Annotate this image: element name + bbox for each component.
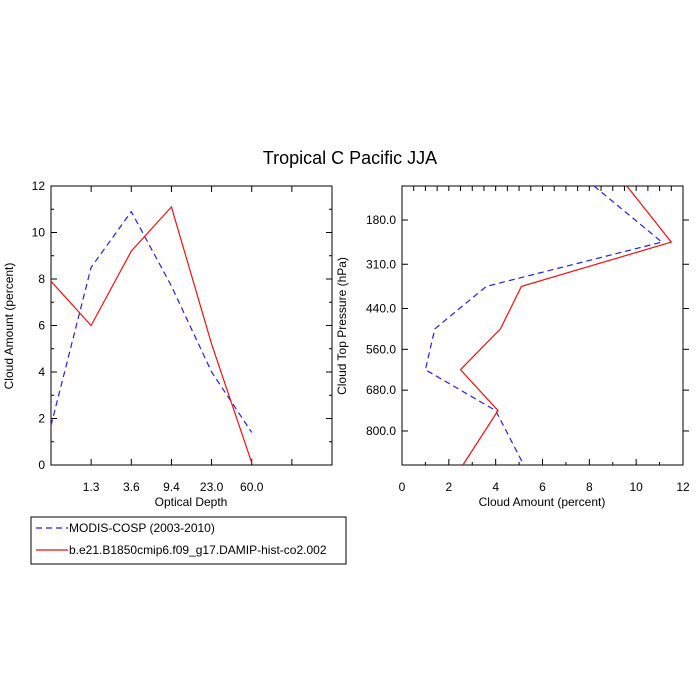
right-y-tick-label: 560.0 [366,342,396,356]
left-x-axis-label: Optical Depth [155,495,228,509]
left-y-tick-label: 12 [32,179,46,193]
right-x-tick-label: 12 [676,480,690,494]
left-x-tick-label: 3.6 [123,480,140,494]
left-axes: 0 2 4 6 8 10 12 1.3 3.6 9.4 23.0 60.0 [32,179,332,494]
left-x-tick-label: 60.0 [240,480,264,494]
right-axes: 0 2 4 6 8 10 12 180.0 310.0 440.0 560.0 680.0 800.0 [366,186,690,494]
left-y-tick-label: 4 [38,365,45,379]
legend-box [30,516,347,565]
left-x-tick-label: 9.4 [163,480,180,494]
right-y-tick-label: 310.0 [366,257,396,271]
left-series-obs-line [50,210,253,433]
right-x-axis-label: Cloud Amount (percent) [479,495,606,509]
right-y-tick-label: 440.0 [366,301,396,315]
right-series [424,185,673,466]
right-x-tick-label: 6 [539,480,546,494]
left-y-tick-label: 10 [32,226,46,240]
left-plot-frame [50,185,333,466]
left-panel: 0 2 4 6 8 10 12 1.3 3.6 9.4 23.0 60.0 Optical Depth… [2,179,333,509]
right-x-tick-label: 2 [445,480,452,494]
legend-label-model: b.e21.B1850cmip6.f09_g17.DAMIP-hist-co2.… [69,543,327,557]
right-x-tick-label: 8 [586,480,593,494]
right-plot-frame [401,185,684,466]
right-series-model-line [459,185,673,466]
right-y-axis-label: Cloud Top Pressure (hPa) [335,257,349,395]
left-x-tick-label: 23.0 [200,480,224,494]
right-panel: 0 2 4 6 8 10 12180.0310.0440.0560.0680.0800.0 … [335,185,690,509]
right-y-tick-label: 680.0 [366,383,396,397]
chart-title: Tropical C Pacific JJA [263,148,437,168]
legend: MODIS-COSP (2003-2010) b.e21.B1850cmip6.… [30,516,347,565]
left-y-tick-label: 0 [38,458,45,472]
left-series [50,205,253,463]
right-y-tick-label: 800.0 [366,424,396,438]
right-series-obs-line [424,185,664,466]
right-x-tick-label: 10 [629,480,643,494]
left-y-tick-label: 8 [38,272,45,286]
left-y-tick-label: 2 [38,412,45,426]
right-x-tick-label: 0 [399,480,406,494]
left-series-model-line [50,205,253,463]
legend-label-obs: MODIS-COSP (2003-2010) [69,521,215,535]
left-y-axis-label: Cloud Amount (percent) [2,263,16,390]
left-y-tick-label: 6 [38,319,45,333]
right-x-tick-label: 4 [492,480,499,494]
left-x-tick-label: 1.3 [83,480,100,494]
right-y-tick-label: 180.0 [366,213,396,227]
